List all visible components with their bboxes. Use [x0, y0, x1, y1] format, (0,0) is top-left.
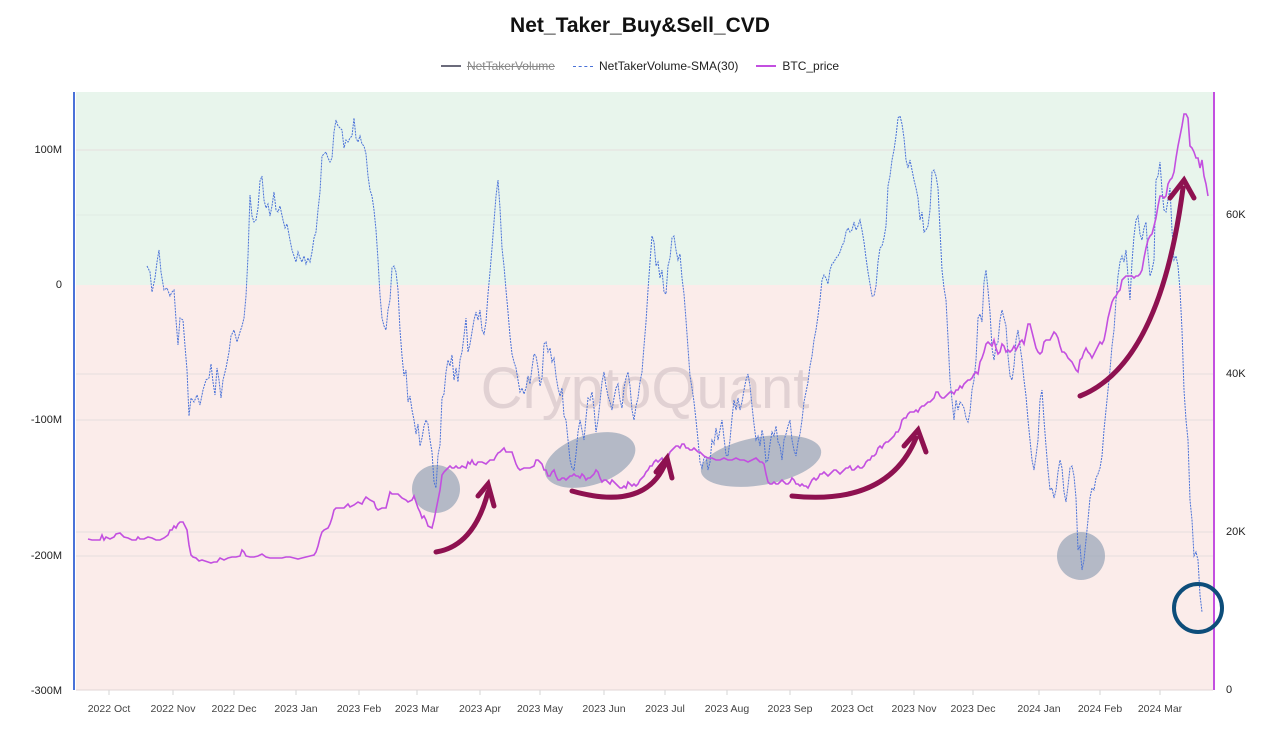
left-axis-label: -100M [30, 414, 62, 426]
x-tick-marks [108, 690, 1161, 695]
x-axis-label: 2023 Jul [645, 703, 685, 715]
x-axis-label: 2023 Dec [950, 703, 996, 715]
legend-label: NetTakerVolume-SMA(30) [598, 59, 739, 73]
highlight-ellipse-aug-2023 [700, 435, 822, 487]
left-axis-label: 0 [55, 279, 62, 291]
x-axis-label: 2023 Sep [767, 703, 813, 715]
legend-item-btc-price[interactable]: BTC_price [756, 59, 839, 73]
arrow-sep-2023 [789, 435, 919, 500]
arrow-head-mar-2023 [475, 478, 497, 509]
right-axis-label: 40K [1226, 368, 1246, 380]
x-axis-label: 2024 Feb [1077, 703, 1123, 715]
arrow-head-jan-2024 [1167, 175, 1197, 201]
sma30-line [146, 115, 1203, 613]
chart-legend: NetTakerVolume NetTakerVolume-SMA(30) BT… [0, 59, 1280, 73]
x-axis-label: 2024 Mar [1137, 703, 1183, 715]
legend-item-sma30[interactable]: NetTakerVolume-SMA(30) [572, 59, 739, 73]
right-axis-label: 20K [1226, 526, 1246, 538]
legend-label: NetTakerVolume [466, 59, 555, 73]
arrow-jun-2023 [569, 459, 669, 500]
x-axis-label: 2022 Dec [211, 703, 257, 715]
x-axis-label: 2023 Feb [336, 703, 382, 715]
x-axis-label: 2023 Mar [394, 703, 440, 715]
x-axis-label: 2024 Jan [1017, 703, 1061, 715]
annotation-arrows [433, 175, 1197, 555]
btc-price-line [87, 113, 1209, 564]
left-axis-label: -200M [30, 550, 62, 562]
arrow-head-jun-2023 [653, 452, 675, 481]
legend-line-swatch [440, 65, 461, 67]
highlight-ellipse-mar-2023 [412, 465, 460, 513]
annotation-ellipses [412, 432, 1105, 580]
chart-title: Net_Taker_Buy&Sell_CVD [510, 14, 770, 37]
legend-dashed-swatch [572, 65, 593, 67]
x-axis-label: 2023 Jan [274, 703, 318, 715]
x-axis-label: 2022 Nov [150, 703, 196, 715]
legend-line-swatch [756, 65, 777, 67]
x-axis-label: 2023 Jun [582, 703, 626, 715]
arrow-jan-2024 [1077, 185, 1186, 399]
left-axis-label: 100M [34, 144, 62, 156]
highlight-ellipse-jun-2023 [544, 432, 636, 488]
x-axis-label: 2023 Nov [891, 703, 937, 715]
x-axis-label: 2023 Apr [458, 703, 502, 715]
legend-label: BTC_price [782, 59, 840, 73]
arrow-mar-2023 [433, 489, 491, 555]
legend-item-net-taker-volume[interactable]: NetTakerVolume [440, 59, 555, 73]
left-axis-label: -300M [30, 685, 62, 697]
positive-zone [76, 92, 1213, 285]
annotation-circle-current [1172, 582, 1224, 634]
right-axis-label: 0 [1226, 684, 1233, 696]
x-axis-label: 2023 Aug [704, 703, 750, 715]
arrow-head-sep-2023 [901, 425, 929, 455]
x-axis-label: 2023 May [516, 703, 564, 715]
x-axis-label: 2023 Oct [830, 703, 874, 715]
x-axis-label: 2022 Oct [87, 703, 131, 715]
watermark: CryptoQuant [481, 356, 810, 421]
right-axis-label: 60K [1226, 209, 1246, 221]
